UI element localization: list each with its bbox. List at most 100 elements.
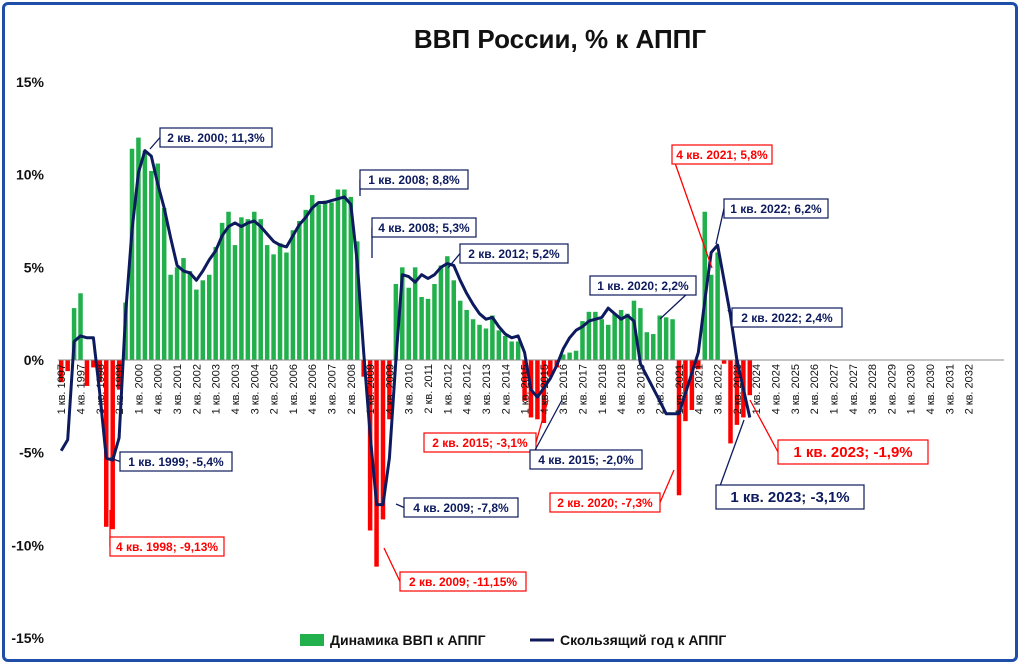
annotation-callout: 2 кв. 2000; 11,3% bbox=[149, 127, 273, 150]
gdp-bar bbox=[258, 219, 263, 360]
annotation-label: 2 кв. 2020; -7,3% bbox=[557, 496, 653, 510]
annotation-box bbox=[715, 484, 865, 510]
gdp-bar bbox=[136, 137, 141, 360]
gdp-bar bbox=[335, 189, 341, 360]
annotation-box bbox=[589, 275, 697, 296]
gdp-bar bbox=[194, 289, 199, 360]
x-tick-label: 3 кв. 2025 bbox=[790, 364, 802, 414]
x-tick-label: 1 кв. 2006 bbox=[288, 364, 300, 414]
annotations: 2 кв. 2000; 11,3% 1 кв. 2008; 8,8% 4 кв. 2… bbox=[109, 127, 929, 592]
gdp-bar bbox=[696, 360, 701, 370]
gdp-bar bbox=[380, 360, 386, 520]
gdp-bar bbox=[354, 241, 360, 360]
x-tick-label: 2 кв. 2008 bbox=[346, 364, 358, 414]
gdp-bar bbox=[728, 360, 733, 444]
legend-label: Динамика ВВП к АППГ bbox=[330, 632, 486, 648]
annotation-label: 4 кв. 2008; 5,3% bbox=[378, 221, 470, 235]
gdp-bar bbox=[747, 360, 753, 396]
annotation-pointer bbox=[715, 419, 745, 498]
annotation-callout: 1 кв. 1999; -5,4% bbox=[109, 451, 233, 472]
annotation-label: 4 кв. 2009; -7,8% bbox=[413, 501, 509, 515]
annotation-pointer bbox=[749, 399, 779, 453]
x-tick-label: 3 кв. 2007 bbox=[327, 364, 339, 414]
gdp-bar bbox=[721, 360, 727, 364]
gdp-bar bbox=[252, 211, 257, 360]
annotation-box bbox=[371, 217, 477, 238]
gdp-bar bbox=[78, 293, 83, 360]
gdp-bar bbox=[522, 360, 527, 401]
annotation-pointer bbox=[395, 503, 405, 509]
gdp-bar bbox=[400, 267, 405, 360]
annotation-label: 4 кв. 2015; -2,0% bbox=[538, 453, 634, 467]
gdp-bar bbox=[97, 360, 103, 383]
gdp-bar bbox=[142, 150, 148, 360]
gdp-bar bbox=[734, 360, 740, 425]
gdp-bar bbox=[464, 309, 469, 360]
annotation-pointer bbox=[671, 154, 713, 269]
x-tick-label: 3 кв. 2016 bbox=[558, 364, 570, 414]
gdp-bar bbox=[586, 311, 592, 360]
gdp-bar bbox=[503, 335, 508, 360]
gdp-bar bbox=[116, 360, 122, 390]
annotation-callout: 2 кв. 2012; 5,2% bbox=[447, 243, 569, 269]
x-tick-label: 2 кв. 2017 bbox=[577, 364, 589, 414]
legend-swatch-bar bbox=[300, 634, 324, 646]
annotation-box bbox=[403, 497, 519, 518]
gdp-bar bbox=[149, 170, 154, 360]
x-tick-label: 2 кв. 2005 bbox=[269, 364, 281, 414]
annotation-callout: 1 кв. 2023; -1,9% bbox=[749, 399, 929, 465]
x-tick-label: 1 кв. 2012 bbox=[442, 364, 454, 414]
annotation-callout: 1 кв. 2023; -3,1% bbox=[715, 419, 865, 510]
gdp-bar bbox=[348, 196, 354, 360]
bar-series bbox=[58, 137, 753, 567]
annotation-label: 2 кв. 2000; 11,3% bbox=[167, 131, 265, 145]
gdp-bar bbox=[638, 308, 643, 360]
gdp-bar bbox=[477, 324, 482, 360]
annotation-callout: 4 кв. 2015; -2,0% bbox=[529, 399, 643, 470]
gdp-bar bbox=[509, 341, 514, 360]
annotation-callout: 1 кв. 2020; 2,2% bbox=[589, 275, 697, 320]
x-tick-label: 1 кв. 2000 bbox=[133, 364, 145, 414]
gdp-bar bbox=[290, 230, 296, 360]
gdp-bar bbox=[58, 360, 64, 383]
x-tick-label: 1 кв. 2030 bbox=[906, 364, 918, 414]
annotation-box bbox=[671, 144, 773, 165]
x-tick-label: 1 кв. 2027 bbox=[828, 364, 840, 414]
gdp-bar bbox=[541, 360, 547, 424]
x-tick-label: 2 кв. 2026 bbox=[809, 364, 821, 414]
x-tick-label: 1 кв. 2003 bbox=[211, 364, 223, 414]
gdp-bar bbox=[232, 245, 238, 360]
gdp-bar bbox=[618, 309, 624, 360]
x-tick-label: 1 кв. 2018 bbox=[597, 364, 609, 414]
annotation-box bbox=[119, 451, 233, 472]
gdp-bar bbox=[239, 217, 244, 360]
x-tick-label: 3 кв. 2010 bbox=[404, 364, 416, 414]
legend-item: Скользящий год к АППГ bbox=[530, 632, 726, 648]
annotation-callout: 4 кв. 2021; 5,8% bbox=[671, 144, 773, 269]
y-axis: 15% 10% 5% 0% -5% -10% -15% bbox=[11, 74, 44, 646]
y-tick-label: 0% bbox=[24, 352, 45, 368]
x-tick-label: 4 кв. 2024 bbox=[771, 364, 783, 414]
annotation-box bbox=[529, 449, 643, 470]
x-tick-label: 4 кв. 2015 bbox=[539, 364, 551, 414]
x-tick-label: 2 кв. 2029 bbox=[886, 364, 898, 414]
gdp-bar bbox=[496, 330, 502, 360]
gdp-bar bbox=[715, 252, 720, 360]
annotation-box bbox=[777, 439, 929, 465]
gdp-bar bbox=[663, 317, 669, 360]
gdp-bar bbox=[560, 354, 566, 360]
x-tick-label: 2 кв. 2011 bbox=[423, 364, 435, 414]
rolling-year-line bbox=[59, 149, 752, 507]
annotation-callout: 2 кв. 2022; 2,4% bbox=[727, 307, 843, 328]
gdp-bar bbox=[515, 341, 521, 360]
gdp-bar bbox=[110, 360, 115, 530]
annotation-label: 1 кв. 1999; -5,4% bbox=[128, 455, 224, 469]
gdp-bar bbox=[71, 308, 77, 360]
x-tick-label: 2 кв. 2002 bbox=[191, 364, 203, 414]
gdp-bar bbox=[445, 256, 450, 360]
x-tick-label: 4 кв. 2012 bbox=[462, 364, 474, 414]
legend-label: Скользящий год к АППГ bbox=[560, 632, 726, 648]
gdp-bar bbox=[580, 321, 585, 360]
x-tick-label: 3 кв. 2013 bbox=[481, 364, 493, 414]
